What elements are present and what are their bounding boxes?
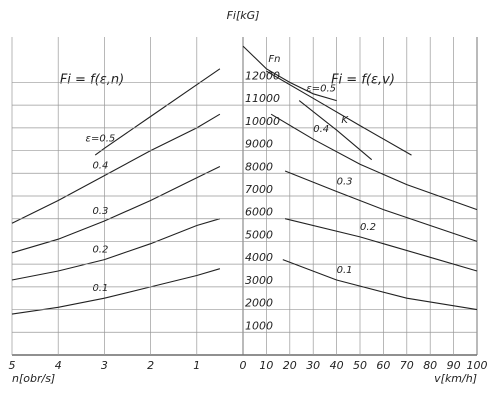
x-axis-label: v[km/h]: [434, 372, 477, 385]
curve-label: 0.3: [337, 176, 353, 187]
x-tick-label: 0: [240, 359, 247, 372]
x-tick-label: 1: [193, 359, 200, 372]
curve: [270, 113, 478, 211]
curve-label: 0.3: [92, 206, 108, 217]
panel-title: Fi = f(ε,n): [60, 73, 124, 88]
x-tick-label: 2: [147, 359, 154, 372]
y-tick-label: 8000: [245, 160, 273, 173]
curve-label: 0.1: [337, 265, 353, 276]
curve-label: ε=0.5: [86, 133, 116, 144]
x-tick-label: 3: [101, 359, 108, 372]
curve-label: 0.2: [92, 245, 108, 256]
curve: [266, 70, 412, 156]
x-tick-label: 10: [259, 359, 273, 372]
curve-label: ε=0.5: [306, 83, 336, 94]
y-tick-label: 10000: [245, 115, 280, 128]
x-tick-label: 80: [423, 359, 437, 372]
curve: [242, 45, 337, 102]
curve: [11, 268, 221, 315]
x-tick-label: 60: [376, 359, 390, 372]
x-tick-label: 20: [283, 359, 297, 372]
x-axis-label: n[obr/s]: [12, 372, 55, 385]
x-tick-label: 90: [447, 359, 461, 372]
x-tick-label: 50: [353, 359, 367, 372]
y-tick-label: 1000: [245, 319, 273, 332]
y-tick-label: 9000: [245, 138, 273, 151]
curve: [282, 259, 478, 311]
y-tick-label: 5000: [245, 228, 273, 241]
y-tick-label: 6000: [245, 206, 273, 219]
curve-label: Fn: [268, 54, 280, 65]
curve: [11, 166, 221, 254]
y-tick-label: 12000: [245, 69, 280, 82]
curve: [11, 218, 221, 281]
x-tick-label: 70: [400, 359, 414, 372]
x-tick-label: 100: [467, 359, 488, 372]
curve: [284, 218, 478, 272]
y-tick-label: 7000: [245, 183, 273, 196]
panel-title: Fi = f(ε,v): [331, 73, 395, 88]
curve-label: 0.1: [92, 283, 108, 294]
x-tick-label: 4: [55, 359, 62, 372]
y-tick-label: 2000: [245, 297, 273, 310]
y-tick-label: 11000: [245, 92, 280, 105]
curve: [11, 113, 221, 224]
curve-label: 0.4: [313, 124, 329, 135]
curve: [284, 170, 478, 242]
x-tick-label: 30: [306, 359, 320, 372]
y-axis-label: Fi[kG]: [227, 9, 260, 22]
y-tick-label: 4000: [245, 251, 273, 264]
curve-label: K: [341, 115, 349, 126]
x-tick-label: 40: [330, 359, 344, 372]
y-tick-label: 3000: [245, 274, 273, 287]
curve-label: 0.4: [92, 161, 108, 172]
curve: [298, 100, 373, 161]
x-tick-label: 5: [9, 359, 16, 372]
curve-label: 0.2: [360, 222, 376, 233]
